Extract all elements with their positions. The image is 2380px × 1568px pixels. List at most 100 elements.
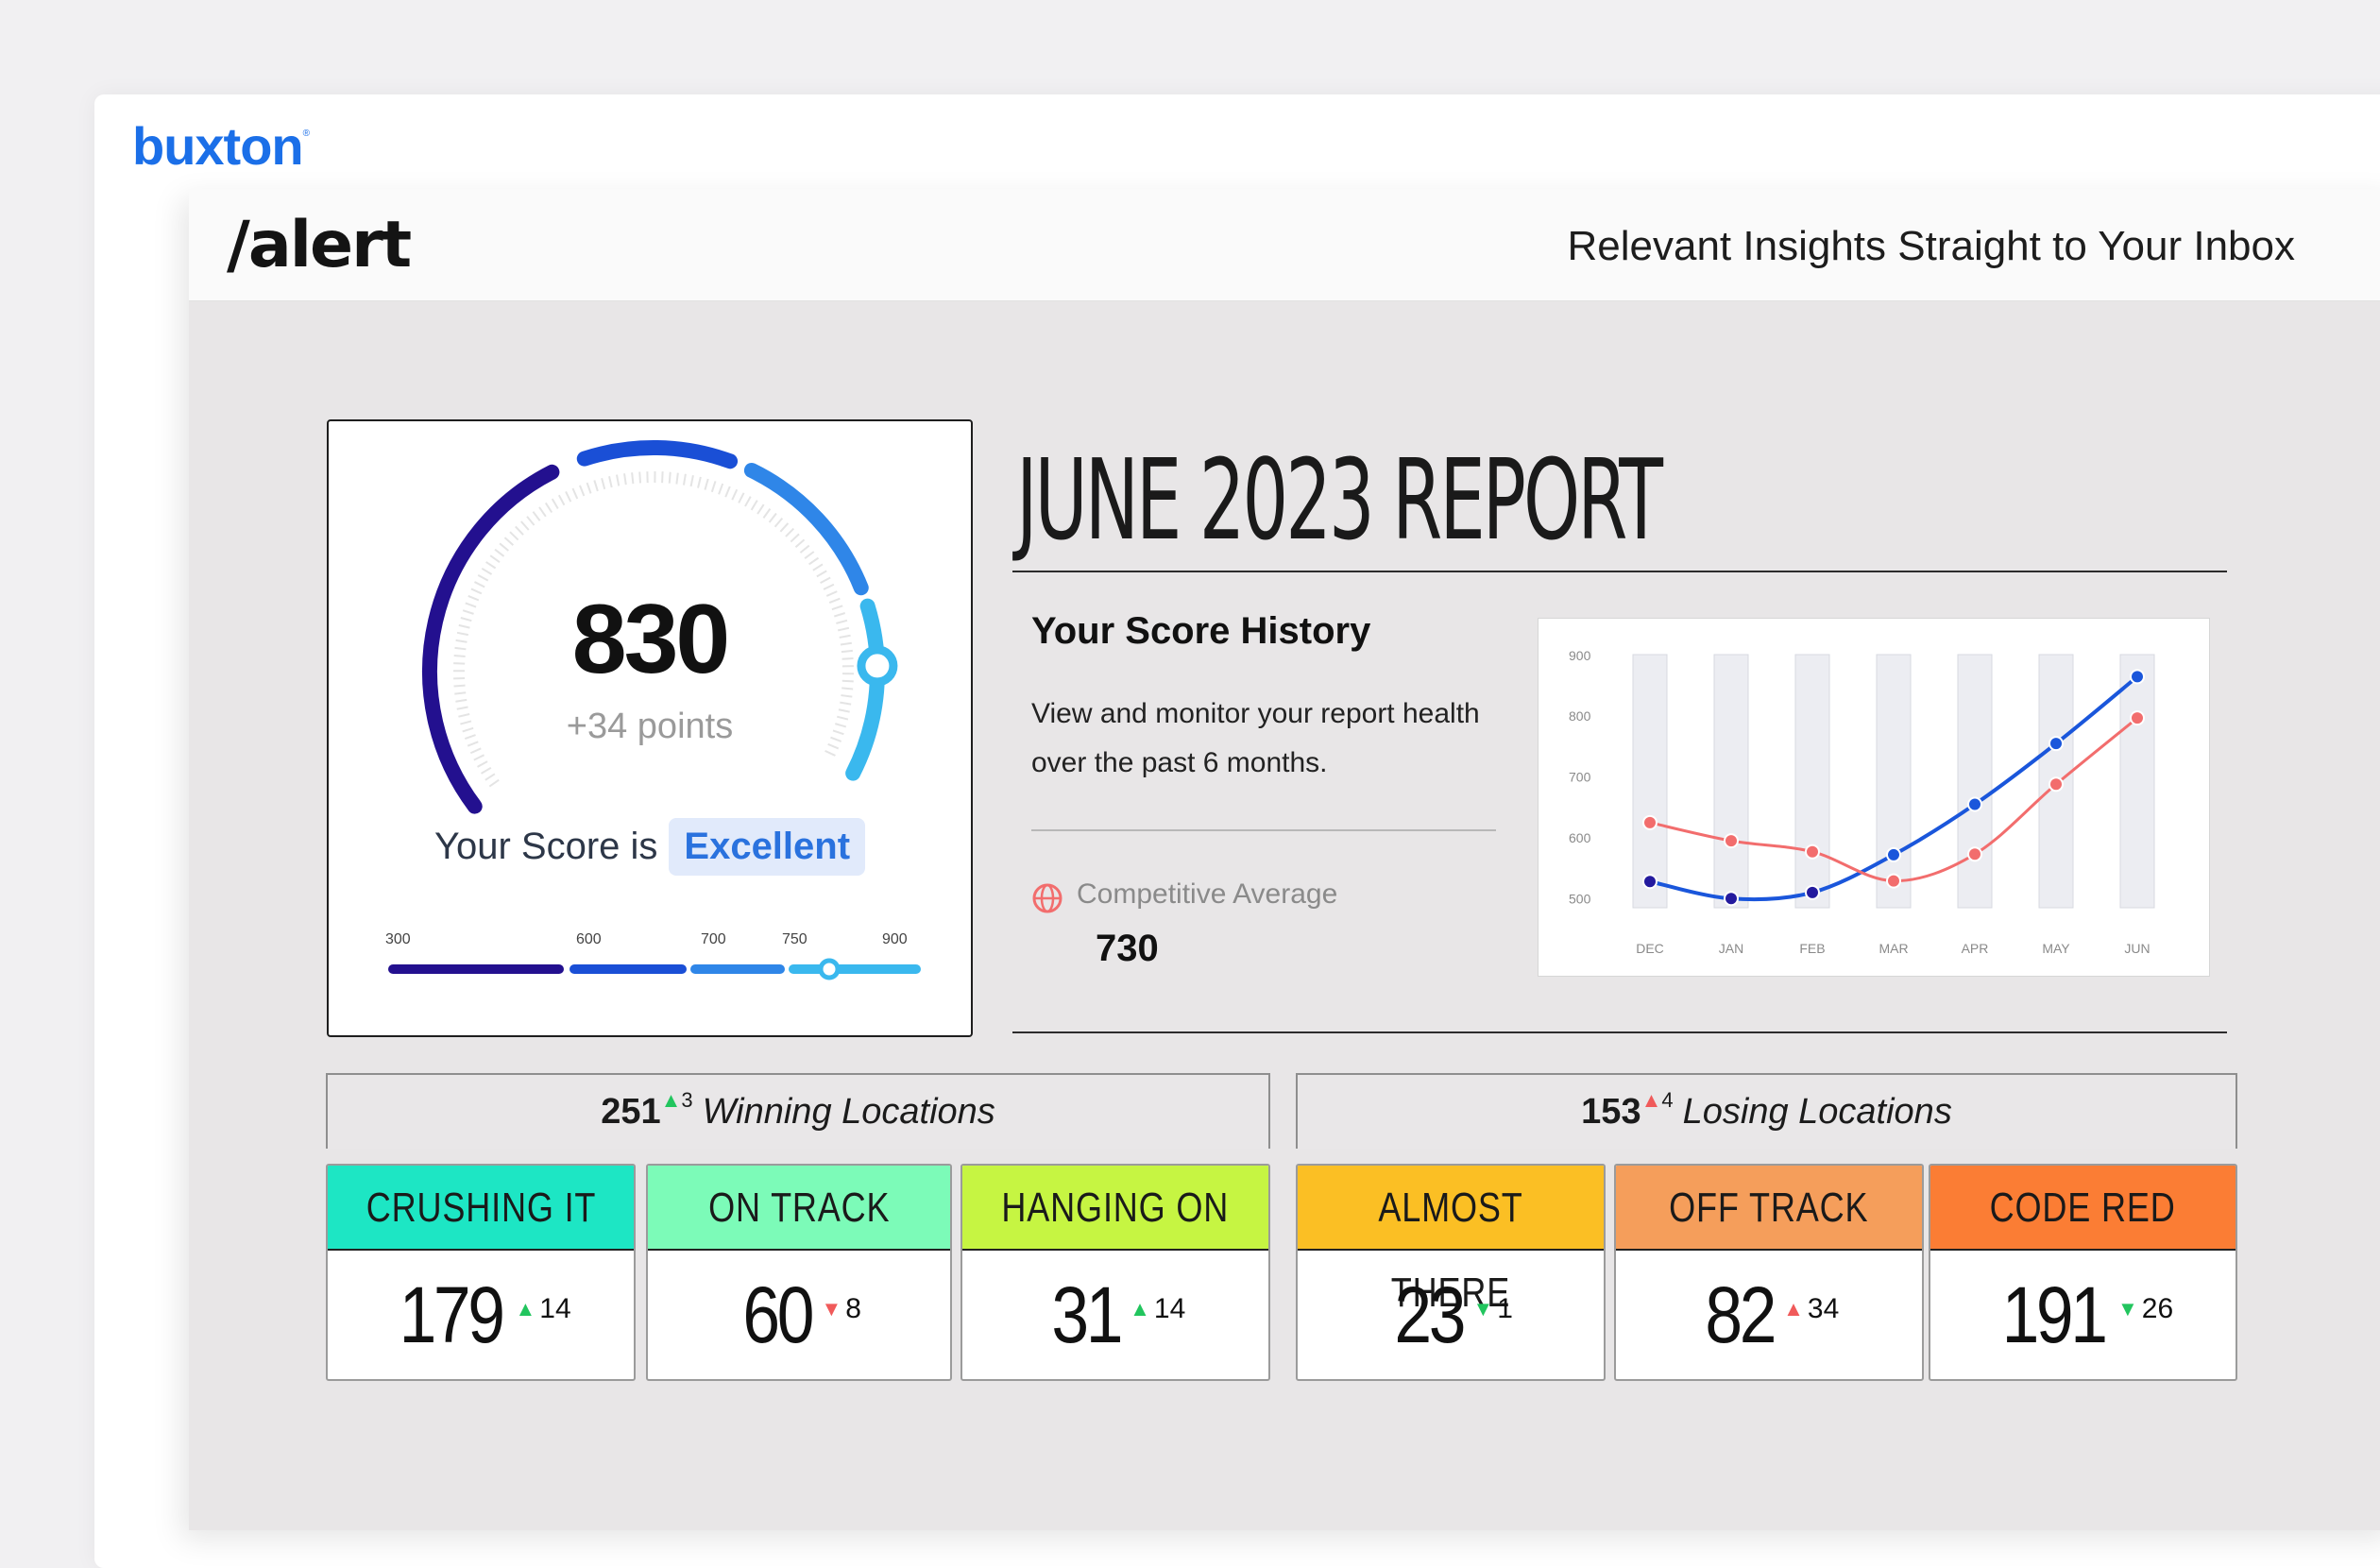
gauge-tick [662,471,663,483]
gauge-tick [719,484,722,494]
score-rating-label: Your Score is [434,826,657,867]
y-tick-label: 600 [1569,830,1591,845]
title-divider [1012,571,2227,572]
gauge-tick [482,768,491,774]
score-series-point [1968,798,1981,811]
gauge-tick [780,523,788,532]
y-tick-label: 700 [1569,770,1591,785]
tile-change: 1 [1497,1293,1513,1324]
y-tick-label: 800 [1569,708,1591,724]
gauge-tick [559,495,565,505]
score-value: 830 [329,584,971,696]
tile-label: CODE RED [1930,1166,2236,1251]
tile-change: 34 [1808,1293,1839,1324]
gauge-tick [752,501,757,510]
gauge-segment-good [752,470,861,588]
gauge-tick [495,550,504,556]
gauge-tick [486,562,496,569]
gauge-tick [691,475,693,486]
chart-column [1633,655,1667,908]
gauge-tick [489,780,499,787]
gauge-tick [474,755,484,759]
winning-up-arrow-icon: ▲ [661,1088,682,1112]
globe-icon [1031,882,1063,914]
chart-column [1958,655,1992,908]
gauge-tick [587,483,591,493]
y-tick-label: 500 [1569,891,1591,906]
scale-label-300: 300 [385,931,411,948]
chart-column [1795,655,1829,908]
losing-change: 4 [1661,1088,1673,1112]
competitive-series-point [1643,816,1657,829]
gauge-tick [609,476,612,487]
gauge-tick [800,546,808,554]
tile-label: ALMOST THERE [1298,1166,1604,1251]
x-tick-label: JAN [1719,941,1743,956]
gauge-tick [732,489,737,500]
gauge-tick [521,521,529,530]
winning-count: 251 [601,1092,660,1132]
competitive-series-point [1887,875,1900,888]
x-tick-label: MAR [1878,941,1908,956]
gauge-tick [763,509,770,519]
losing-label: Losing Locations [1683,1092,1952,1132]
history-description: View and monitor your report health over… [1031,690,1485,788]
tile-value: 23 [1394,1251,1463,1379]
history-title: Your Score History [1031,610,1370,653]
x-tick-label: JUN [2124,941,2150,956]
gauge-tick [478,761,488,767]
gauge-tick [805,552,814,558]
chart-column [1714,655,1748,908]
gauge-tick [790,534,799,541]
gauge-tick [527,517,535,525]
score-series-point [1725,892,1738,905]
tile-value: 179 [400,1251,502,1379]
gauge-tick [817,571,826,576]
gauge-tick [566,491,570,502]
gauge-tick [770,513,776,521]
up-triangle-icon: ▲ [1783,1245,1804,1373]
score-series-point [1806,886,1819,899]
score-series-point [1643,875,1657,888]
gauge-tick [813,564,823,570]
scale-marker [821,961,838,978]
gauge-segment-fair [585,448,730,461]
brand-logo: buxton® [132,115,309,177]
gauge-tick [757,504,764,514]
gauge-tick [490,555,500,562]
gauge-tick [795,539,804,547]
competitive-series-point [1968,847,1981,861]
down-triangle-icon: ▼ [821,1245,842,1373]
winning-label: Winning Locations [703,1092,995,1132]
section-divider [1012,1031,2227,1033]
gauge-tick [539,507,546,517]
competitive-series-point [1725,834,1738,847]
gauge-tick [470,748,481,753]
gauge-tick [594,480,598,490]
gauge-tick [632,472,633,484]
gauge-tick [775,519,783,527]
tile-code-red: CODE RED 191▼26 [1929,1164,2237,1381]
gauge-tick [546,503,552,512]
tile-change: 14 [1154,1293,1185,1324]
report-header: /alert Relevant Insights Straight to You… [189,189,2380,301]
scale-label-750: 750 [782,931,808,948]
tile-value: 82 [1705,1251,1774,1379]
header-tagline: Relevant Insights Straight to Your Inbox [1568,223,2296,270]
gauge-tick [602,478,604,489]
gauge-tick [478,575,488,581]
score-series-point [2131,670,2144,683]
gauge-tick [705,479,707,490]
gauge-tick [684,474,686,486]
gauge-tick [482,569,491,574]
y-tick-label: 900 [1569,648,1591,663]
gauge-tick [552,499,558,508]
down-triangle-icon: ▼ [1472,1245,1493,1373]
competitive-series-point [2049,777,2063,791]
gauge-tick [639,472,640,484]
